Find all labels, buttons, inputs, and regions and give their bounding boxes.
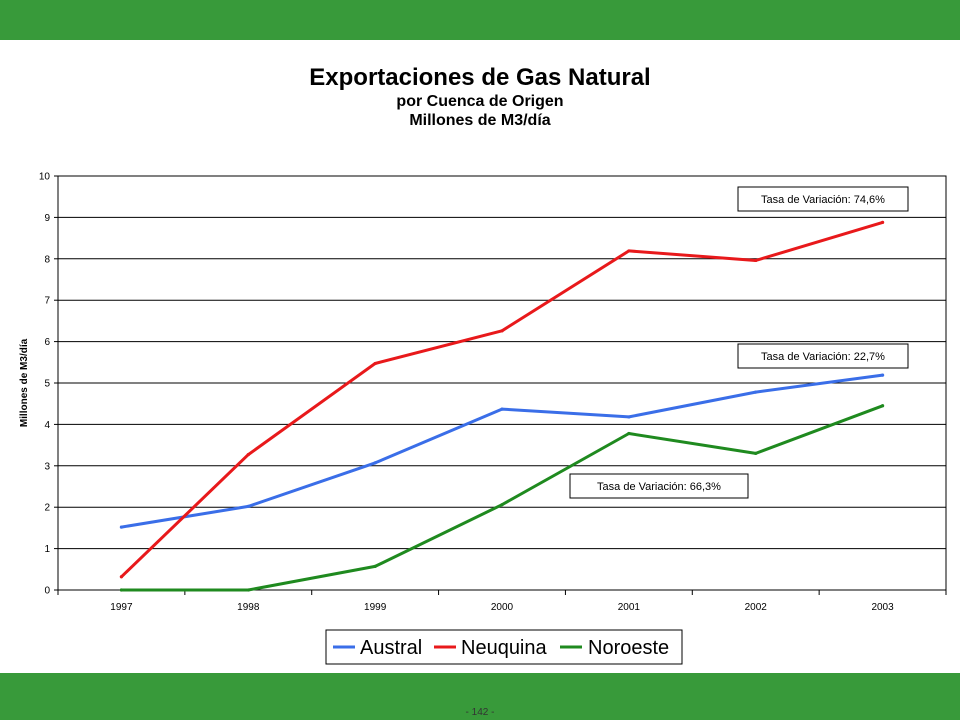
legend-box (325, 629, 683, 665)
annotation-box (737, 186, 909, 212)
data-point-noroeste (500, 503, 504, 507)
y-tick-label: 3 (44, 461, 50, 472)
chart-units: Millones de M3/día (409, 112, 551, 129)
chart-subtitle: por Cuenca de Origen (396, 93, 564, 110)
x-tick-label: 2000 (491, 602, 514, 613)
data-point-noroeste (119, 588, 124, 592)
y-tick-label: 0 (44, 586, 50, 597)
y-axis-label: Millones de M3/día (19, 338, 30, 427)
data-point-neuquina (373, 361, 377, 366)
data-point-noroeste (880, 404, 885, 408)
data-point-austral (754, 390, 758, 394)
data-point-noroeste (246, 588, 250, 592)
data-point-noroeste (373, 564, 377, 569)
data-point-austral (119, 525, 124, 529)
top-band (0, 0, 960, 40)
legend-label-noroeste: Noroeste (588, 637, 669, 659)
y-tick-label: 1 (44, 544, 50, 555)
x-tick-label: 2001 (618, 602, 641, 613)
data-point-austral (246, 504, 250, 508)
data-point-neuquina (246, 453, 250, 457)
data-point-austral (627, 415, 631, 419)
x-tick-label: 1999 (364, 602, 387, 613)
y-tick-label: 7 (44, 296, 50, 307)
legend-label-neuquina: Neuquina (461, 637, 548, 659)
data-point-neuquina (119, 575, 124, 579)
data-point-noroeste (627, 431, 631, 436)
data-point-noroeste (754, 451, 758, 455)
x-tick-label: 2003 (871, 602, 894, 613)
data-point-neuquina (500, 329, 504, 333)
title-block: Exportaciones de Gas Natural por Cuenca … (0, 64, 960, 130)
data-point-austral (880, 373, 885, 377)
x-tick-label: 2002 (745, 602, 768, 613)
chart-title: Exportaciones de Gas Natural (309, 64, 651, 91)
data-point-neuquina (880, 220, 885, 224)
data-point-neuquina (754, 258, 758, 263)
y-tick-label: 6 (44, 337, 50, 348)
y-tick-label: 10 (39, 172, 51, 183)
annotation-box (737, 343, 909, 369)
legend-label-austral: Austral (360, 637, 422, 659)
y-tick-label: 4 (44, 420, 50, 431)
x-tick-label: 1997 (110, 602, 133, 613)
y-tick-label: 9 (44, 213, 50, 224)
y-tick-label: 2 (44, 503, 50, 514)
x-tick-label: 1998 (237, 602, 260, 613)
y-tick-label: 8 (44, 254, 50, 265)
page-number: - 142 - (465, 707, 495, 718)
annotation-label: Tasa de Variación: 22,7% (761, 351, 885, 363)
bottom-band (0, 673, 960, 720)
y-tick-label: 5 (44, 379, 50, 390)
data-point-austral (500, 407, 504, 411)
data-point-austral (373, 461, 377, 465)
annotation-box (569, 473, 749, 499)
data-point-neuquina (627, 249, 631, 253)
annotation-label: Tasa de Variación: 66,3% (597, 481, 721, 493)
annotation-label: Tasa de Variación: 74,6% (761, 194, 885, 206)
